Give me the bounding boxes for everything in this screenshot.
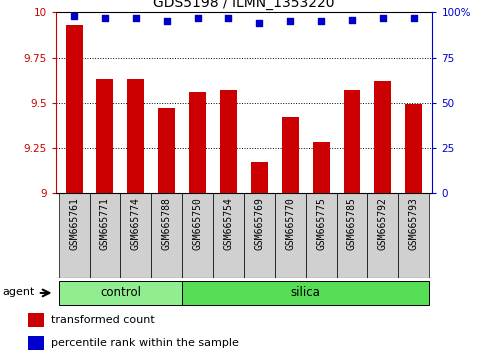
Text: GSM665770: GSM665770 [285,197,295,250]
Bar [282,117,298,193]
Point [225,15,232,21]
FancyBboxPatch shape [398,193,429,278]
Point [348,17,356,22]
Text: GSM665771: GSM665771 [100,197,110,250]
FancyBboxPatch shape [337,193,368,278]
FancyBboxPatch shape [275,193,306,278]
Text: transformed count: transformed count [51,315,155,325]
FancyBboxPatch shape [182,193,213,278]
Text: percentile rank within the sample: percentile rank within the sample [51,338,239,348]
Text: GSM665785: GSM665785 [347,197,357,250]
Bar [66,25,83,193]
FancyBboxPatch shape [58,281,182,305]
Text: agent: agent [3,287,35,297]
Text: silica: silica [291,286,321,299]
Bar [251,162,268,193]
Bar [158,108,175,193]
Bar [374,81,391,193]
Text: GSM665792: GSM665792 [378,197,388,250]
Text: GSM665754: GSM665754 [224,197,233,250]
FancyBboxPatch shape [89,193,120,278]
Point [379,15,387,21]
Point [194,15,201,21]
Text: GSM665793: GSM665793 [409,197,419,250]
Point [317,19,325,24]
FancyBboxPatch shape [151,193,182,278]
Bar [189,92,206,193]
Point [70,13,78,19]
Bar [343,90,360,193]
FancyBboxPatch shape [306,193,337,278]
Point [286,19,294,24]
Bar [313,142,329,193]
Bar [28,336,44,350]
FancyBboxPatch shape [244,193,275,278]
Text: control: control [100,286,141,299]
FancyBboxPatch shape [368,193,398,278]
Text: GSM665761: GSM665761 [69,197,79,250]
Text: GSM665750: GSM665750 [193,197,202,250]
Point [132,15,140,21]
Text: GSM665775: GSM665775 [316,197,326,250]
Text: GSM665769: GSM665769 [255,197,264,250]
Bar [128,79,144,193]
Text: GSM665774: GSM665774 [131,197,141,250]
Point [163,19,170,24]
Text: GSM665788: GSM665788 [162,197,172,250]
FancyBboxPatch shape [182,281,429,305]
Bar [28,313,44,327]
Bar [405,104,422,193]
FancyBboxPatch shape [213,193,244,278]
Point [101,15,109,21]
FancyBboxPatch shape [58,193,89,278]
Bar [97,79,114,193]
Title: GDS5198 / ILMN_1353220: GDS5198 / ILMN_1353220 [153,0,335,10]
Point [256,21,263,26]
FancyBboxPatch shape [120,193,151,278]
Bar [220,90,237,193]
Point [410,15,418,21]
